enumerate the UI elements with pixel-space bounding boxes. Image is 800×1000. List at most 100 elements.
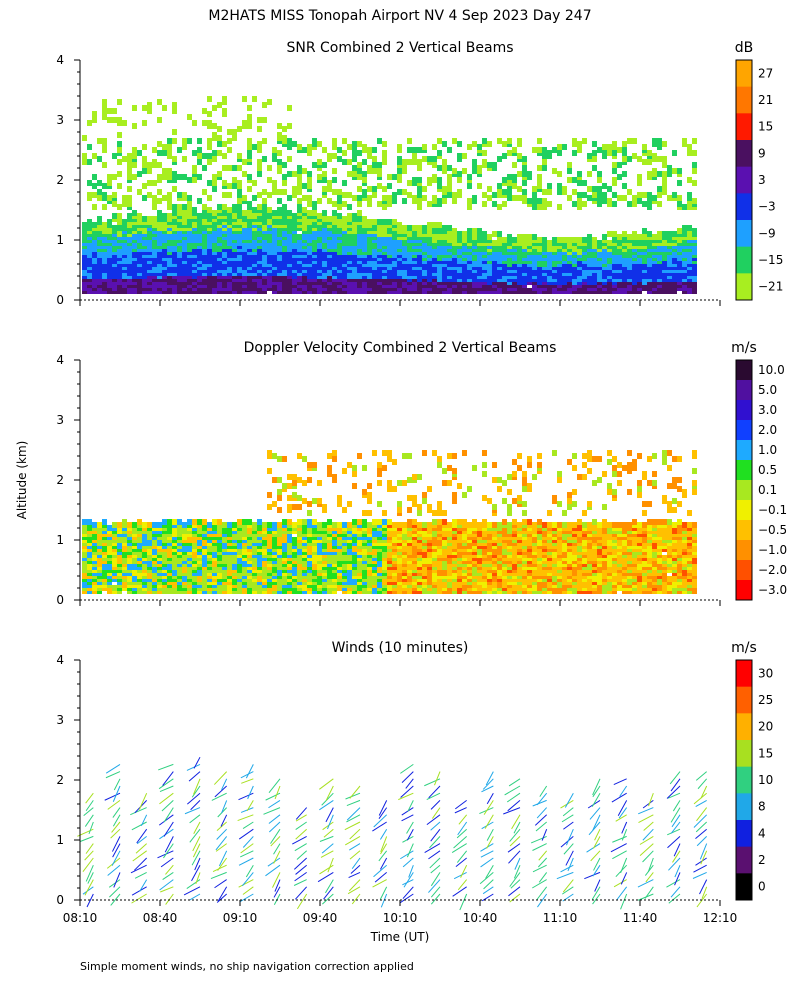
heatmap-cell (557, 183, 562, 189)
heatmap-cell (542, 237, 547, 243)
y-tick-label: 4 (56, 53, 64, 67)
heatmap-cell (302, 528, 307, 534)
heatmap-cell (187, 195, 192, 201)
heatmap-cell (672, 168, 677, 174)
heatmap-cell (177, 147, 182, 153)
heatmap-cell (177, 192, 182, 198)
heatmap-cell (497, 231, 502, 237)
heatmap-cell (237, 180, 242, 186)
heatmap-cell (357, 162, 362, 168)
heatmap-cell (212, 105, 217, 111)
heatmap-cell (532, 249, 537, 255)
heatmap-cell (92, 153, 97, 159)
heatmap-cell (162, 150, 167, 156)
heatmap-cell (617, 234, 622, 240)
heatmap-cell (322, 534, 327, 540)
heatmap-cell (497, 156, 502, 162)
heatmap-cell (437, 222, 442, 228)
heatmap-cell (632, 195, 637, 201)
heatmap-cell (132, 105, 137, 111)
heatmap-cell (617, 174, 622, 180)
heatmap-cell (277, 168, 282, 174)
heatmap-cell (307, 462, 312, 468)
heatmap-cell (92, 522, 97, 528)
heatmap-cell (237, 210, 242, 216)
heatmap-cell (317, 480, 322, 486)
heatmap-cell (472, 228, 477, 234)
heatmap-cell (397, 156, 402, 162)
heatmap-cell (242, 531, 247, 537)
heatmap-cell (657, 186, 662, 192)
heatmap-cell (272, 147, 277, 153)
heatmap-cell (87, 219, 92, 225)
heatmap-cell (497, 237, 502, 243)
heatmap-cell (282, 204, 287, 210)
heatmap-cell (117, 141, 122, 147)
heatmap-cell (257, 171, 262, 177)
heatmap-cell (282, 174, 287, 180)
heatmap-cell (517, 234, 522, 240)
heatmap-cell (182, 174, 187, 180)
heatmap-cell (492, 231, 497, 237)
heatmap-cell (97, 156, 102, 162)
heatmap-cell (302, 147, 307, 153)
heatmap-cell (262, 138, 267, 144)
heatmap-cell (292, 504, 297, 510)
heatmap-cell (267, 468, 272, 474)
heatmap-cell (612, 201, 617, 207)
heatmap-cell (247, 210, 252, 216)
heatmap-cell (122, 120, 127, 126)
heatmap-cell (97, 180, 102, 186)
heatmap-cell (172, 240, 177, 246)
heatmap-cell (102, 162, 107, 168)
heatmap-cell (552, 237, 557, 243)
heatmap-cell (87, 225, 92, 231)
heatmap-cell (417, 177, 422, 183)
heatmap-cell (187, 519, 192, 525)
heatmap-cell (282, 537, 287, 543)
heatmap-cell (642, 144, 647, 150)
heatmap-cell (92, 117, 97, 123)
heatmap-cell (147, 192, 152, 198)
heatmap-cell (557, 171, 562, 177)
heatmap-cell (237, 519, 242, 525)
heatmap-cell (397, 189, 402, 195)
heatmap-cell (82, 153, 87, 159)
heatmap-cell (117, 249, 122, 255)
heatmap-cell (287, 534, 292, 540)
heatmap-cell (207, 180, 212, 186)
heatmap-cell (522, 156, 527, 162)
heatmap-cell (222, 165, 227, 171)
heatmap-cell (217, 135, 222, 141)
heatmap-cell (372, 156, 377, 162)
heatmap-cell (502, 177, 507, 183)
heatmap-cell (557, 144, 562, 150)
heatmap-cell (357, 174, 362, 180)
heatmap-cell (692, 150, 697, 156)
colorbar-segment (736, 86, 752, 114)
colorbar-segment (736, 166, 752, 194)
heatmap-cell (242, 96, 247, 102)
heatmap-cell (517, 153, 522, 159)
heatmap-cell (472, 165, 477, 171)
heatmap-cell (197, 276, 202, 282)
heatmap-cell (627, 264, 632, 270)
heatmap-cell (517, 138, 522, 144)
heatmap-cell (587, 153, 592, 159)
heatmap-cell (262, 561, 267, 567)
heatmap-cell (107, 282, 112, 288)
heatmap-cell (352, 141, 357, 147)
heatmap-cell (102, 108, 107, 114)
heatmap-cell (557, 204, 562, 210)
heatmap-cell (347, 192, 352, 198)
heatmap-cell (402, 159, 407, 165)
heatmap-cell (412, 159, 417, 165)
heatmap-cell (387, 219, 392, 225)
heatmap-cell (337, 249, 342, 255)
heatmap-cell (112, 585, 117, 591)
heatmap-cell (577, 261, 582, 267)
heatmap-cell (557, 189, 562, 195)
heatmap-cell (197, 198, 202, 204)
heatmap-cell (187, 201, 192, 207)
heatmap-cell (212, 210, 217, 216)
